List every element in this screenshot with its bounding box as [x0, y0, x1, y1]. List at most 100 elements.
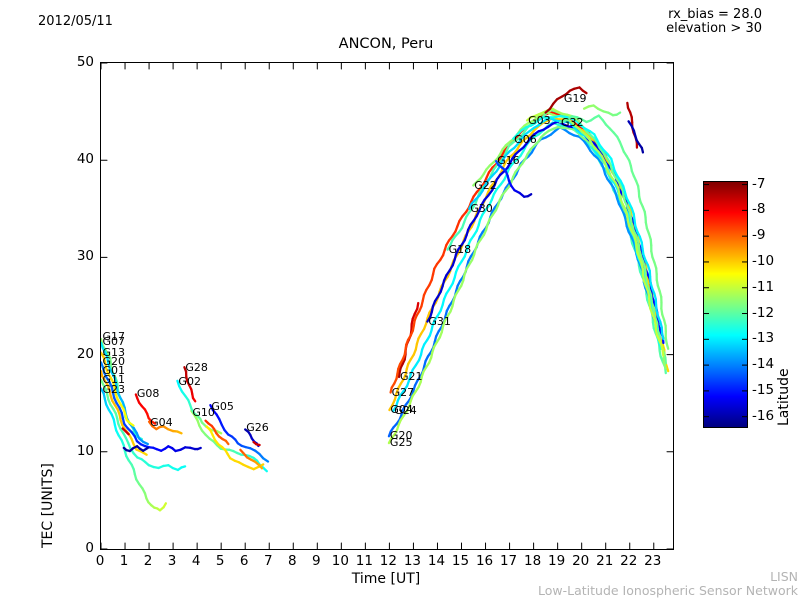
satellite-label-G08: G08 — [136, 387, 160, 401]
colorbar-tick-label--7: -7 — [752, 175, 766, 192]
satellite-trace — [255, 443, 261, 447]
x-tick-label-4: 4 — [191, 553, 201, 569]
x-tick-label-6: 6 — [239, 553, 249, 569]
satellite-trace-G08 — [150, 420, 157, 425]
x-tick-label-1: 1 — [119, 553, 129, 569]
colorbar-ticks — [704, 184, 747, 418]
x-tick-label-5: 5 — [215, 553, 225, 569]
satellite-trace-G02 — [215, 429, 223, 435]
x-tick-label-20: 20 — [572, 553, 590, 569]
satellite-label-G31: G31 — [428, 314, 451, 328]
x-tick-label-15: 15 — [451, 553, 470, 569]
satellite-trace-G01 — [140, 450, 148, 456]
date-annotation: 2012/05/11 — [38, 14, 113, 29]
satellite-trace-G13 — [128, 422, 135, 427]
colorbar-tick-label--16: -16 — [752, 407, 775, 424]
satellite-label-G21: G21 — [400, 369, 423, 383]
satellite-trace-G30 — [658, 342, 663, 350]
y-tick-label-50: 50 — [76, 54, 94, 70]
satellite-trace-G05 — [262, 457, 270, 463]
y-tick-label-30: 30 — [76, 248, 94, 265]
satellite-label-G13: G13 — [102, 345, 125, 359]
x-tick-label-19: 19 — [548, 553, 566, 569]
x-tick-label-11: 11 — [355, 553, 373, 569]
watermark-acronym: LISN — [770, 569, 798, 584]
watermark-fullname: Low-Latitude Ionospheric Sensor Network — [538, 583, 798, 598]
y-tick-label-20: 20 — [76, 345, 94, 362]
colorbar-title: Latitude — [776, 368, 792, 426]
satellite-label-G30: G30 — [470, 201, 493, 215]
x-tick-label-16: 16 — [475, 553, 494, 569]
satellite-trace-G10 — [262, 466, 268, 473]
colorbar-tick-label--15: -15 — [752, 381, 775, 398]
satellite-trace-G03 — [574, 117, 581, 123]
x-tick-label-10: 10 — [331, 553, 349, 569]
satellite-trace-G23 — [162, 502, 168, 509]
colorbar-tick-label--9: -9 — [752, 227, 766, 244]
x-axis-label: Time [UT] — [351, 571, 421, 587]
satellite-label-G23: G23 — [102, 382, 125, 396]
y-tick-label-40: 40 — [76, 151, 94, 168]
satellite-trace-G28 — [191, 396, 197, 403]
colorbar — [703, 181, 748, 428]
satellite-label-G01: G01 — [102, 364, 125, 378]
y-tick-label-0: 0 — [85, 540, 94, 556]
plot-area: G17 G07 G13 G20 G01 G11 G23 G08 G04 G10 G28 G02 G05 G… — [100, 62, 674, 550]
satellite-label-G20: G20 — [389, 429, 413, 443]
satellite-trace-G20 — [196, 446, 202, 451]
satellite-trace-G07 — [142, 440, 150, 446]
satellite-trace — [640, 146, 645, 154]
satellite-label-G04: G04 — [390, 403, 413, 416]
satellite-label-G02: G02 — [178, 374, 201, 388]
satellite-trace — [141, 446, 150, 452]
colorbar-tick-label--13: -13 — [752, 330, 775, 347]
satellite-trace-G21 — [416, 301, 420, 310]
x-tick-label-18: 18 — [524, 553, 542, 569]
satellite-label-G04: G04 — [150, 415, 173, 429]
satellite-trace-G22 — [661, 349, 665, 357]
satellite-label-G22: G22 — [474, 179, 497, 193]
colorbar-tick-label--8: -8 — [752, 201, 766, 218]
satellite-label-G19: G19 — [563, 91, 587, 105]
satellite-label-G18: G18 — [448, 242, 472, 256]
x-tick-label-23: 23 — [644, 553, 662, 569]
colorbar-tick-label--11: -11 — [752, 278, 775, 295]
x-tick-label-17: 17 — [499, 553, 518, 569]
satellite-trace-G18 — [662, 361, 667, 370]
satellite-trace-G11 — [180, 465, 187, 469]
satellite-trace — [257, 463, 264, 470]
satellite-label-G17: G17 — [102, 330, 125, 344]
rx-bias-text: rx_bias = 28.0 — [668, 7, 762, 22]
colorbar-tick-label--12: -12 — [752, 304, 775, 321]
x-tick-label-3: 3 — [167, 553, 177, 569]
satellite-trace-G06 — [660, 332, 665, 341]
satellite-label-G28: G28 — [185, 361, 208, 375]
x-tick-label-0: 0 — [95, 553, 105, 569]
colorbar-tick-label--14: -14 — [752, 356, 775, 373]
satellite-label-G03: G03 — [528, 114, 551, 128]
x-tick-label-22: 22 — [620, 553, 638, 569]
satellite-label-G16: G16 — [497, 154, 520, 168]
y-axis-label: TEC [UNITS] — [40, 463, 56, 548]
satellite-trace — [615, 111, 622, 116]
satellite-label-G26: G26 — [246, 421, 269, 435]
satellite-trace-G32 — [665, 342, 670, 350]
x-tick-label-8: 8 — [287, 553, 297, 569]
satellite-trace-G19 — [581, 89, 588, 95]
satellite-label-G06: G06 — [514, 132, 537, 146]
receiver-info: rx_bias = 28.0 elevation > 30 — [666, 8, 762, 36]
colorbar-tick-label--10: -10 — [752, 252, 775, 269]
satellite-label-G10: G10 — [192, 405, 215, 419]
x-tick-label-2: 2 — [143, 553, 153, 569]
satellite-trace — [124, 430, 130, 436]
satellite-trace-G16 — [526, 193, 533, 198]
satellite-label-G11: G11 — [102, 372, 125, 386]
x-tick-label-12: 12 — [379, 553, 397, 569]
satellite-label-G32: G32 — [561, 116, 584, 130]
elevation-text: elevation > 30 — [666, 21, 762, 36]
satellite-trace-G04 — [176, 430, 183, 435]
y-tick-label-10: 10 — [76, 442, 94, 459]
x-tick-label-21: 21 — [596, 553, 614, 569]
satellite-trace-G04 — [665, 364, 670, 373]
